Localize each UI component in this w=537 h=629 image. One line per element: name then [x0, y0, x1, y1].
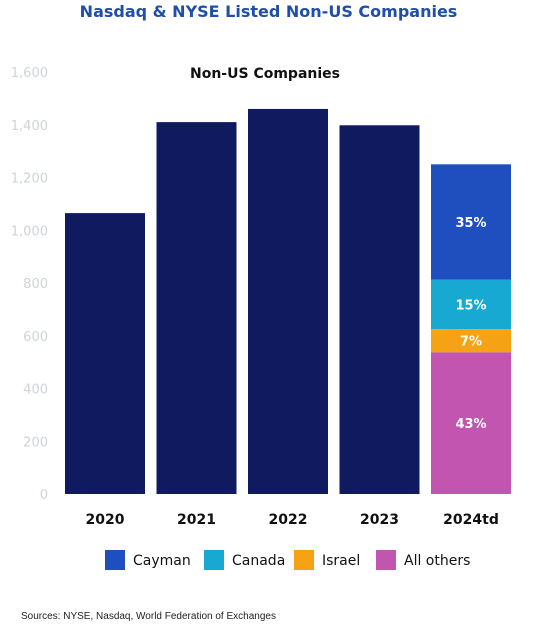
bar-segment-canada	[431, 279, 511, 330]
x-tick-label: 2020	[86, 512, 125, 528]
y-tick-label: 200	[23, 435, 48, 450]
page-title: Nasdaq & NYSE Listed Non-US Companies	[79, 2, 458, 21]
legend: Cayman Canada Israel All others	[105, 550, 470, 570]
legend-label: Cayman	[133, 553, 191, 569]
y-tick-label: 1,400	[11, 119, 48, 134]
segment-percent-label: 7%	[460, 335, 482, 350]
x-tick-label: 2021	[177, 512, 216, 528]
bar-2023	[339, 125, 420, 494]
bars: 43% 7% 15% 35%	[65, 108, 511, 495]
bar-segment-all-others	[431, 352, 511, 494]
y-tick-label: 1,200	[11, 172, 48, 187]
x-axis-labels: 2020 2021 2022 2023 2024td	[86, 512, 499, 528]
legend-label: All others	[404, 553, 470, 569]
bar-2022	[248, 108, 328, 495]
legend-label: Israel	[322, 553, 360, 569]
bar-2020	[65, 213, 145, 494]
y-tick-label: 800	[23, 277, 48, 292]
bar-segment-israel	[431, 329, 511, 353]
y-tick-label: 0	[40, 488, 48, 503]
legend-swatch	[105, 550, 125, 570]
chart-title: Non-US Companies	[190, 66, 340, 82]
y-tick-label: 1,600	[11, 66, 48, 81]
bar-2021	[156, 122, 237, 495]
source-note: Sources: NYSE, Nasdaq, World Federation …	[21, 611, 276, 622]
bar-segment-cayman	[431, 164, 511, 280]
segment-percent-label: 35%	[455, 216, 486, 231]
legend-swatch	[294, 550, 314, 570]
legend-swatch	[376, 550, 396, 570]
segment-percent-label: 15%	[455, 298, 486, 313]
x-tick-label: 2023	[360, 512, 399, 528]
bar-chart: Non-US Companies 0 200 400 600 800 1,000 1,200…	[11, 66, 511, 570]
legend-label: Canada	[232, 553, 285, 569]
x-tick-label: 2024td	[443, 512, 499, 528]
y-tick-label: 400	[23, 383, 48, 398]
segment-percent-label: 43%	[455, 417, 486, 432]
legend-swatch	[204, 550, 224, 570]
y-axis-ticks: 0 200 400 600 800 1,000 1,200 1,400 1,600	[11, 66, 48, 503]
y-tick-label: 600	[23, 330, 48, 345]
y-tick-label: 1,000	[11, 224, 48, 239]
x-tick-label: 2022	[269, 512, 308, 528]
